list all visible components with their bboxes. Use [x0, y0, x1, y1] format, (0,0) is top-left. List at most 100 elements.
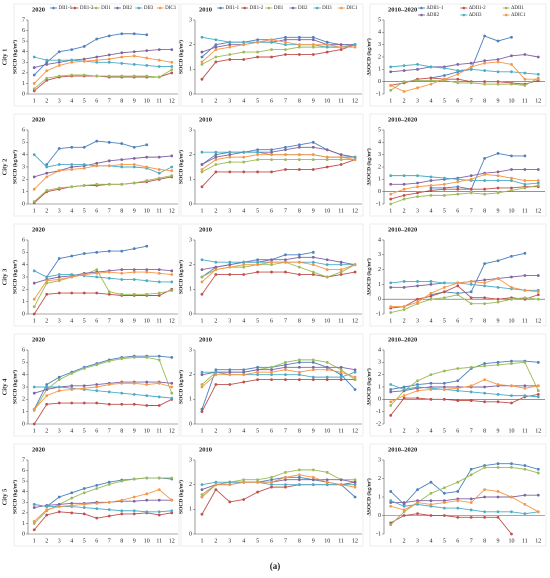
point [483, 391, 487, 395]
point [107, 359, 111, 363]
point [170, 273, 174, 276]
point [170, 498, 174, 502]
series-line [390, 61, 539, 93]
point [429, 79, 433, 82]
point [270, 258, 273, 262]
point [496, 186, 500, 190]
point [353, 485, 357, 489]
point [339, 370, 343, 374]
point [57, 503, 61, 506]
point [429, 283, 433, 286]
point [339, 163, 343, 166]
point [510, 176, 513, 180]
point [57, 64, 61, 67]
point [57, 401, 61, 405]
x-tick-label: 2 [45, 98, 48, 104]
y-tick-label: 4 [378, 347, 381, 353]
point [32, 200, 36, 203]
point [200, 275, 204, 279]
point [536, 467, 540, 471]
panel-title: 2010 [199, 336, 212, 343]
point [311, 368, 315, 372]
point [469, 508, 473, 512]
point [145, 33, 149, 37]
point [402, 69, 406, 72]
point [107, 383, 111, 386]
point [284, 365, 287, 369]
point [523, 83, 527, 87]
point [157, 58, 161, 62]
point [132, 32, 136, 36]
point [256, 170, 260, 174]
point [416, 297, 419, 301]
point [32, 187, 36, 191]
point [402, 285, 406, 289]
point [325, 158, 329, 162]
point [157, 488, 161, 491]
point [107, 270, 111, 274]
point [200, 370, 204, 374]
point [456, 180, 460, 184]
point [442, 74, 446, 77]
point [311, 468, 315, 472]
point [82, 491, 86, 495]
point [483, 187, 487, 191]
point [284, 373, 287, 377]
point [256, 263, 260, 267]
point [170, 165, 174, 169]
point [442, 381, 446, 385]
panel-title: 2010–2020 [388, 446, 417, 453]
point [523, 179, 527, 182]
panel-frame [180, 443, 364, 547]
x-tick-label: 12 [169, 538, 175, 544]
point [95, 37, 99, 41]
y-tick-label: 2 [378, 164, 381, 170]
y-tick-label: 4 [22, 152, 25, 158]
point [297, 143, 301, 147]
point [456, 480, 460, 484]
point [536, 493, 540, 497]
point [170, 48, 174, 51]
x-tick-label: 12 [352, 98, 358, 104]
point [242, 170, 246, 174]
x-tick-label: 12 [169, 98, 175, 104]
point [510, 362, 513, 365]
point [200, 63, 204, 66]
point [456, 293, 460, 297]
point [536, 395, 540, 399]
x-tick-label: 6 [95, 98, 98, 104]
point [496, 297, 500, 301]
y-tick-label: -1 [376, 201, 381, 207]
x-tick-label: 11 [156, 538, 162, 544]
point [469, 177, 473, 181]
y-axis-label: SOCD (kg/m²) [177, 40, 184, 74]
point [157, 291, 161, 295]
series-line [201, 36, 356, 48]
x-tick-label: 11 [522, 98, 528, 104]
point [353, 155, 357, 159]
point [270, 370, 273, 374]
x-tick-label: 6 [95, 318, 98, 324]
panel-title: 2020 [32, 446, 45, 453]
x-tick-label: 11 [522, 208, 528, 214]
point [339, 153, 343, 157]
point [284, 485, 287, 489]
point [45, 58, 49, 62]
x-tick-label: 10 [324, 208, 330, 214]
point [429, 388, 433, 391]
point [270, 150, 273, 154]
point [200, 483, 204, 487]
point [132, 74, 136, 78]
point [456, 399, 460, 402]
point [325, 263, 329, 267]
point [157, 476, 161, 480]
legend-marker [94, 6, 98, 10]
x-tick-label: 8 [120, 428, 123, 434]
point [325, 368, 329, 372]
series-line [33, 72, 172, 92]
x-tick-label: 9 [133, 318, 136, 324]
point [311, 375, 315, 379]
point [132, 165, 136, 169]
y-axis-label: SOCD (kg/m²) [11, 480, 18, 514]
point [270, 270, 273, 274]
